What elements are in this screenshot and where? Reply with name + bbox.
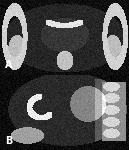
Text: A: A [5,60,13,70]
Text: B: B [5,136,13,146]
